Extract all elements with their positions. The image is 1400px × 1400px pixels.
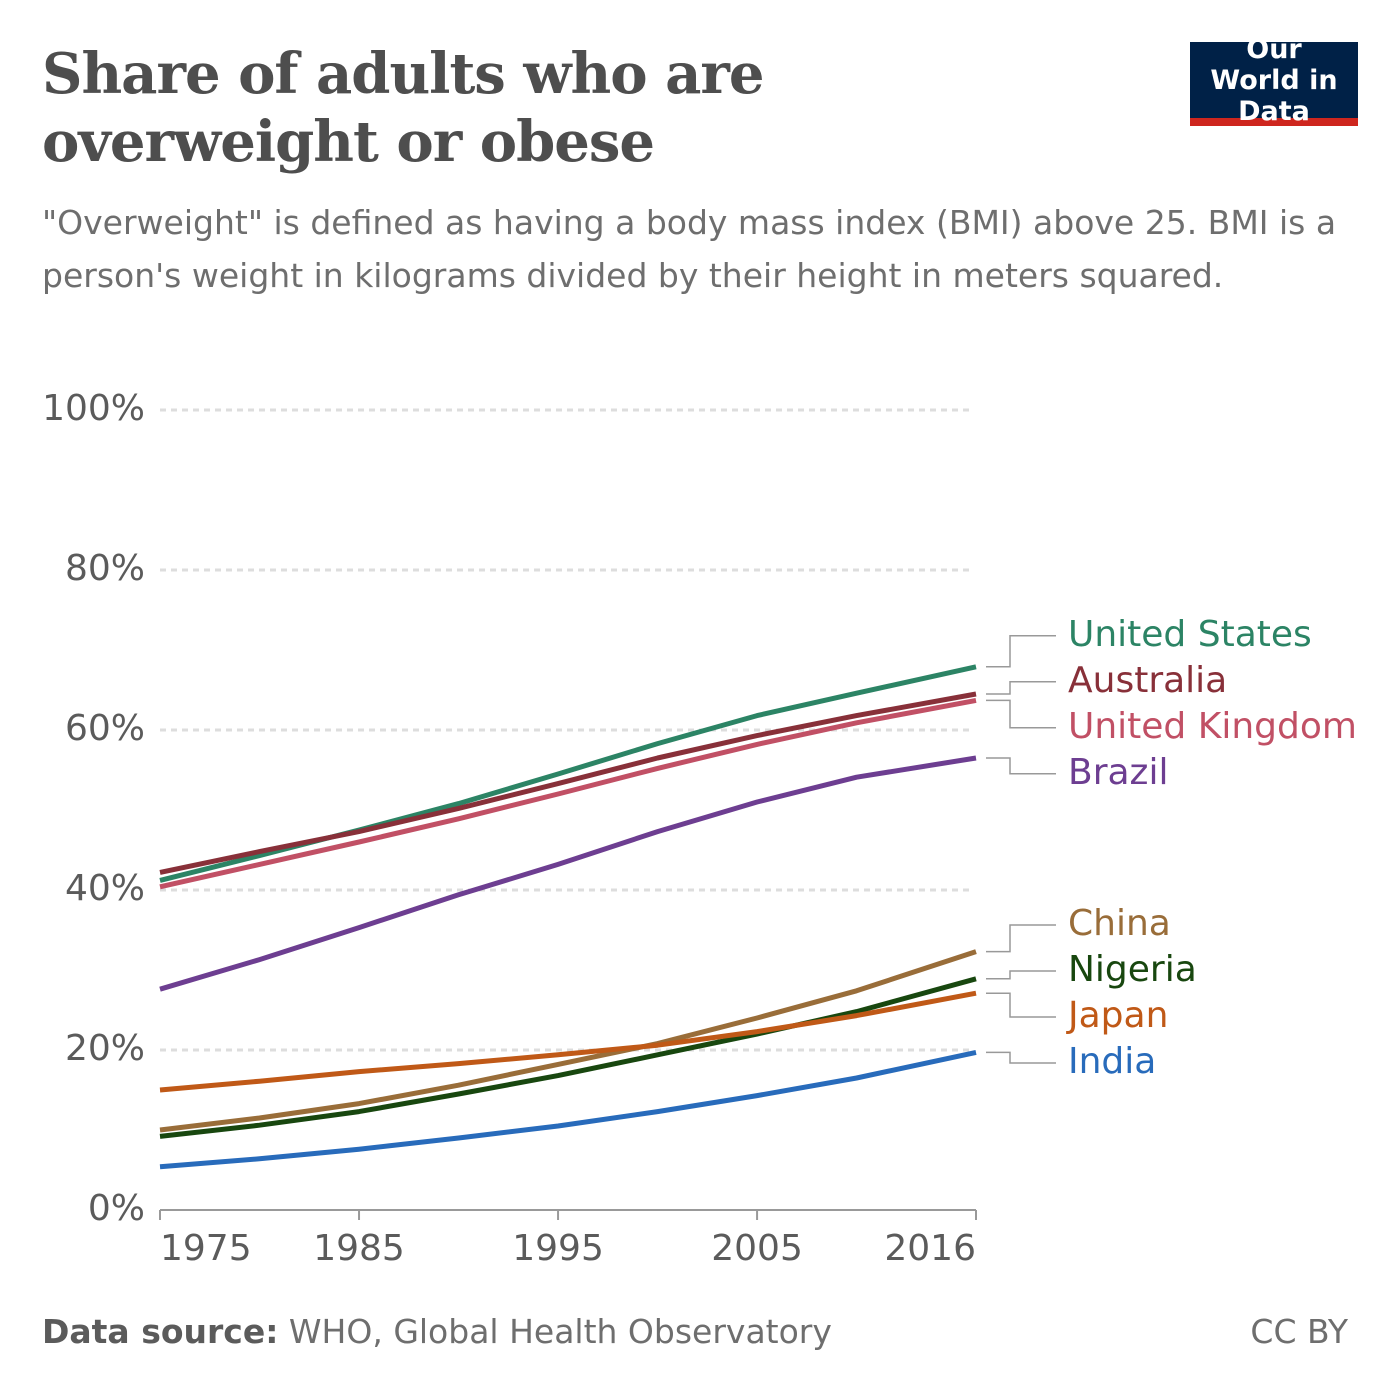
license[interactable]: CC BY (1250, 1312, 1348, 1351)
label-connector (986, 681, 1056, 695)
label-connector (986, 992, 1056, 1018)
series-line (159, 990, 977, 1093)
footer: Data source: WHO, Global Health Observat… (42, 1312, 832, 1351)
y-tick-label: 80% (65, 548, 145, 589)
x-tick-label: 1995 (512, 1228, 604, 1269)
x-tick-label: 1975 (160, 1228, 252, 1269)
y-tick-label: 60% (65, 708, 145, 749)
label-connector (986, 699, 1056, 729)
legend-label: Japan (1066, 995, 1168, 1036)
y-tick-label: 0% (88, 1188, 145, 1229)
label-connector (986, 924, 1056, 953)
y-tick-label: 40% (65, 868, 145, 909)
legend-label: China (1068, 903, 1171, 944)
x-tick-label: 2016 (884, 1228, 976, 1269)
legend-label: United States (1068, 614, 1312, 655)
series-line (159, 1049, 977, 1170)
chart-subtitle: "Overweight" is defined as having a body… (42, 203, 1337, 295)
chart-title: Share of adults who are overweight or ob… (42, 41, 765, 175)
legend-label: United Kingdom (1068, 706, 1357, 747)
legend-label: India (1068, 1041, 1156, 1082)
legend-label: Nigeria (1068, 949, 1197, 990)
source-label: Data source: (42, 1312, 279, 1351)
series-line (159, 755, 977, 992)
x-tick-label: 2005 (711, 1228, 803, 1269)
source: WHO, Global Health Observatory (288, 1312, 832, 1351)
series-line (159, 949, 977, 1133)
y-tick-label: 20% (65, 1028, 145, 1069)
y-tick-label: 100% (42, 388, 145, 429)
label-connector (986, 635, 1056, 668)
legend-label: Brazil (1068, 752, 1168, 793)
label-connector (986, 970, 1056, 980)
label-connector (986, 757, 1056, 775)
series-line (159, 697, 977, 890)
x-tick-label: 1985 (313, 1228, 405, 1269)
label-connector (986, 1051, 1056, 1064)
series-line (159, 691, 977, 875)
legend-label: Australia (1068, 660, 1227, 701)
